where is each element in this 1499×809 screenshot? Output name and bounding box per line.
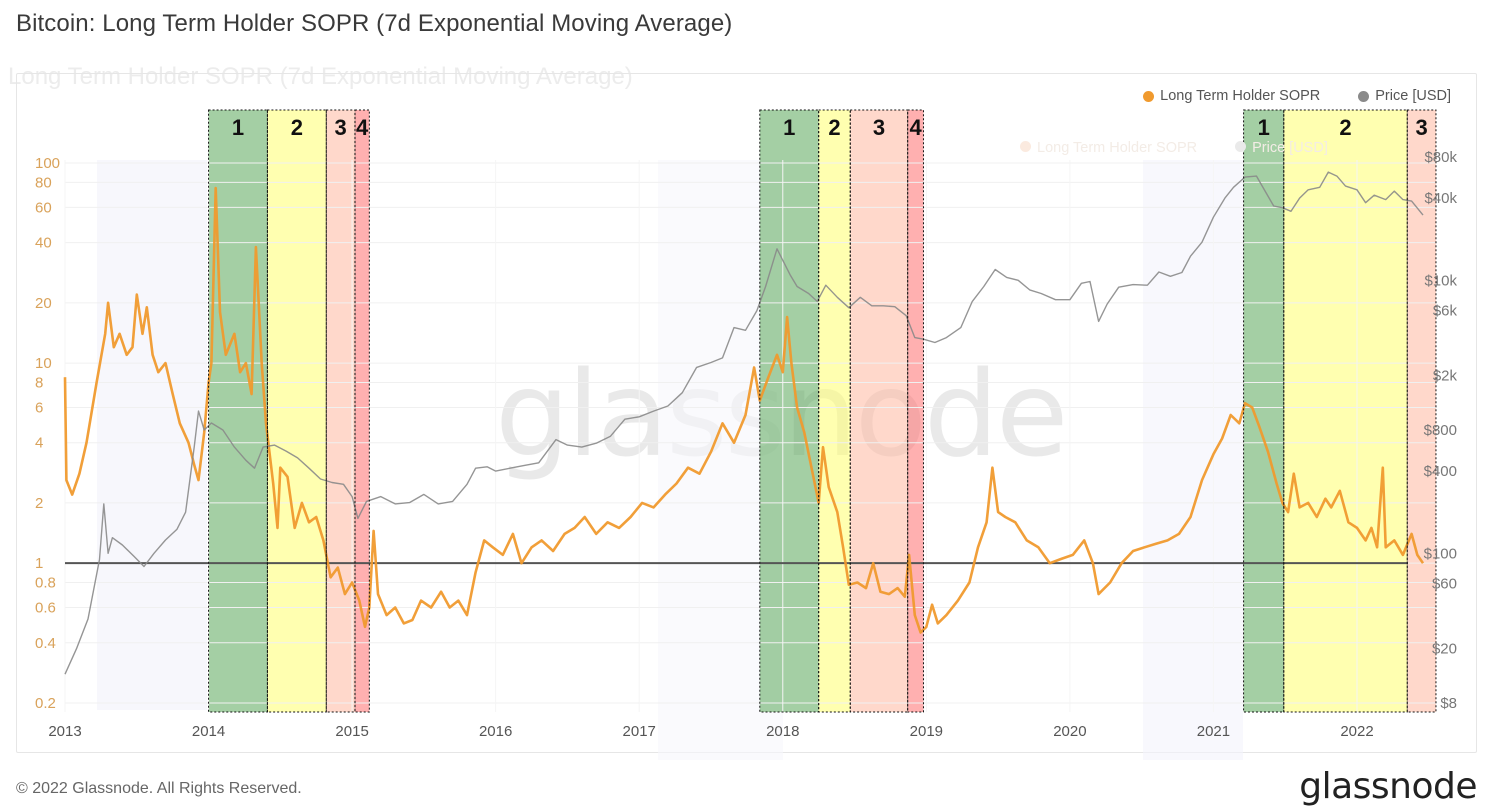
phase-band-label: 4	[909, 115, 922, 140]
y-right-tick-label: $100	[1424, 545, 1457, 562]
phase-band-3	[326, 110, 355, 712]
phase-band-label: 2	[1339, 115, 1351, 140]
background-shade	[97, 160, 207, 710]
ghost-legend-sopr-label: Long Term Holder SOPR	[1037, 140, 1198, 156]
phase-band-border	[325, 109, 356, 713]
y-right-tick-label: $800	[1424, 422, 1457, 439]
series-line-sopr	[63, 186, 1425, 634]
phase-band-1	[1243, 110, 1284, 712]
phase-band-border	[759, 109, 820, 713]
axes: 100 80 60 40 20 10 8 6 4 2 1 0.8 0.6 0.4 0.2 $80k $40k $1…	[35, 149, 1457, 740]
phase-band-borders	[208, 109, 1437, 713]
x-tick-label: 2018	[766, 723, 799, 740]
ghost-legend-price: Price [USD]	[1235, 140, 1328, 156]
y-right-tick-label: $20	[1432, 641, 1457, 658]
legend-dot-sopr-icon	[1143, 90, 1155, 102]
phase-band-4	[354, 110, 370, 712]
legend: Long Term Holder SOPR Price [USD]	[1143, 88, 1451, 104]
phase-band-2	[267, 110, 327, 712]
y-left-tick-label: 0.6	[35, 600, 56, 617]
x-tick-label: 2019	[910, 723, 943, 740]
series-lines	[63, 171, 1425, 675]
legend-item-price[interactable]: Price [USD]	[1358, 88, 1451, 104]
phase-band-label: 2	[291, 115, 303, 140]
phase-band-2	[1283, 110, 1408, 712]
phase-bands	[97, 110, 1436, 760]
legend-dot-price-icon	[1358, 90, 1370, 102]
y-right-tick-label: $40k	[1424, 190, 1457, 207]
phase-band-label: 4	[356, 115, 369, 140]
y-right-tick-label: $60	[1432, 576, 1457, 593]
x-tick-label: 2022	[1340, 723, 1373, 740]
phase-band-border	[907, 109, 924, 713]
x-tick-label: 2017	[623, 723, 656, 740]
phase-band-label: 1	[783, 115, 795, 140]
series-line-price	[64, 171, 1424, 675]
phase-band-label: 1	[1258, 115, 1270, 140]
y-right-tick-label: $8	[1440, 695, 1457, 712]
y-left-tick-label: 40	[35, 235, 52, 252]
y-left-tick-label: 0.2	[35, 695, 56, 712]
y-left-tick-label: 100	[35, 155, 60, 172]
y-left-tick-label: 4	[35, 435, 43, 452]
y-right-tick-label: $6k	[1433, 303, 1458, 320]
legend-label-price: Price [USD]	[1375, 88, 1451, 104]
y-left-tick-label: 20	[35, 295, 52, 312]
phase-band-1	[759, 110, 819, 712]
phase-band-label: 3	[335, 115, 347, 140]
x-tick-label: 2015	[335, 723, 368, 740]
y-right-tick-label: $2k	[1433, 368, 1458, 385]
ghost-dot-icon	[1235, 141, 1247, 152]
ghost-legend-price-label: Price [USD]	[1252, 140, 1328, 156]
phase-band-label: 1	[232, 115, 244, 140]
phase-band-border	[208, 109, 268, 713]
y-right-tick-label: $400	[1424, 463, 1457, 480]
copyright-footer: © 2022 Glassnode. All Rights Reserved.	[16, 780, 302, 797]
ghost-dot-icon	[1020, 141, 1031, 152]
x-tick-label: 2016	[479, 723, 512, 740]
phase-band-border	[266, 109, 327, 713]
phase-band-border	[849, 109, 909, 713]
legend-label-sopr: Long Term Holder SOPR	[1160, 88, 1321, 104]
y-left-tick-label: 10	[35, 355, 52, 372]
ghost-chart-title: Long Term Holder SOPR (7d Exponential Mo…	[8, 63, 633, 90]
y-left-tick-label: 80	[35, 174, 52, 191]
phase-band-3	[1407, 110, 1436, 712]
phase-band-border	[1406, 109, 1437, 713]
phase-band-2	[818, 110, 851, 712]
y-left-tick-label: 8	[35, 374, 43, 391]
phase-band-3	[850, 110, 908, 712]
ghost-legend-sopr: Long Term Holder SOPR	[1020, 140, 1197, 156]
phase-band-1	[208, 110, 268, 712]
x-tick-label: 2021	[1197, 723, 1230, 740]
y-left-tick-label: 1	[35, 555, 43, 572]
phase-band-label: 3	[873, 115, 885, 140]
phase-band-label: 2	[828, 115, 840, 140]
y-left-tick-label: 0.8	[35, 575, 56, 592]
phase-band-4	[907, 110, 924, 712]
x-tick-label: 2020	[1053, 723, 1086, 740]
ghost-legend: Long Term Holder SOPR Price [USD]	[1020, 140, 1328, 156]
y-left-tick-label: 60	[35, 199, 52, 216]
x-tick-label: 2013	[48, 723, 81, 740]
x-tick-label: 2014	[192, 723, 225, 740]
y-left-tick-label: 0.4	[35, 635, 56, 652]
legend-item-sopr[interactable]: Long Term Holder SOPR	[1143, 88, 1320, 104]
y-right-tick-label: $10k	[1424, 272, 1457, 289]
background-shade	[1143, 160, 1243, 760]
y-right-tick-label: $80k	[1424, 149, 1457, 166]
phase-band-label: 3	[1415, 115, 1427, 140]
y-left-tick-label: 2	[35, 495, 43, 512]
glassnode-logo: glassnode	[1299, 766, 1477, 807]
page-title: Bitcoin: Long Term Holder SOPR (7d Expon…	[16, 10, 733, 37]
y-left-tick-label: 6	[35, 399, 43, 416]
